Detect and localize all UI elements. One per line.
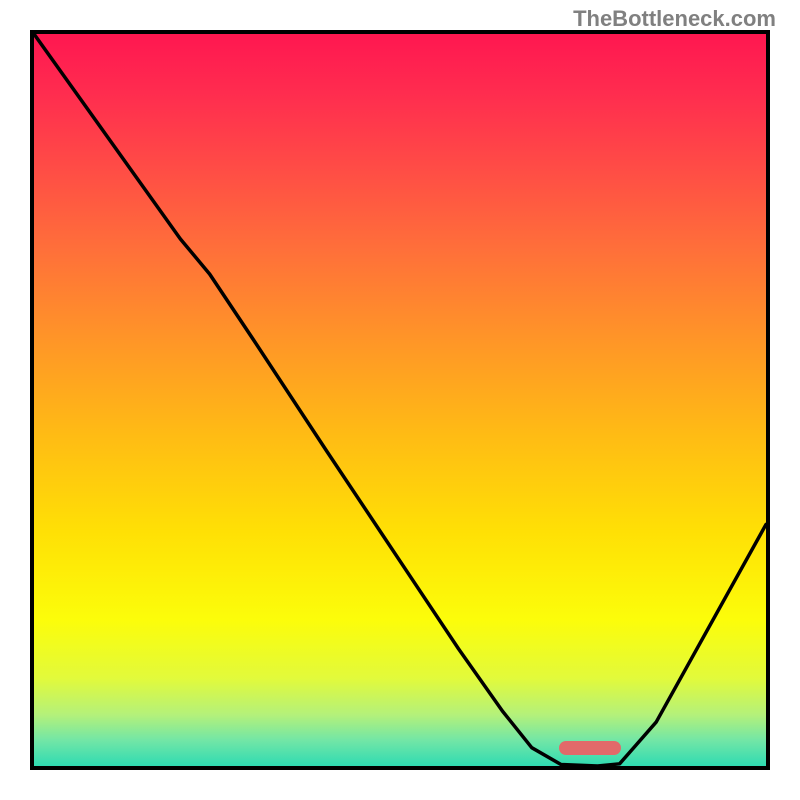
optimal-range-marker — [559, 741, 621, 755]
chart-container: TheBottleneck.com — [0, 0, 800, 800]
plot-frame — [30, 30, 770, 770]
bottleneck-curve — [34, 34, 766, 766]
watermark-text: TheBottleneck.com — [573, 6, 776, 32]
